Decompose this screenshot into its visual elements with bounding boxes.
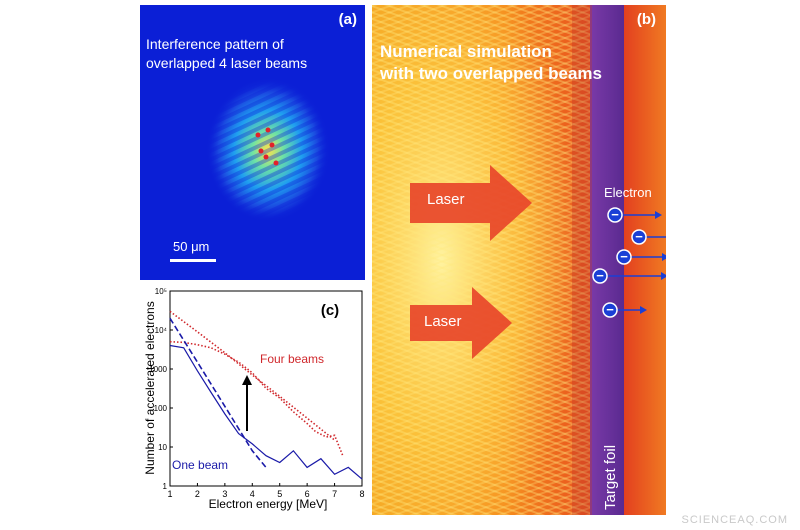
interference-pattern-panel: (a) Interference pattern of overlapped 4…	[140, 5, 365, 280]
y-tick-label: 100	[154, 404, 168, 413]
series-line-3	[169, 344, 363, 480]
y-tick-label: 1	[163, 482, 168, 491]
y-axis-label: Number of accelerated electrons	[143, 301, 157, 474]
simulation-panel: − − − − − (b) Numerical simulation with …	[372, 5, 666, 515]
electron-sign-4: −	[596, 268, 604, 283]
x-tick-label: 7	[332, 489, 337, 499]
x-tick-label: 1	[167, 489, 172, 499]
panel-b-caption: Numerical simulation with two overlapped…	[380, 41, 602, 85]
panel-a-caption-line1: Interference pattern of	[146, 36, 284, 52]
panel-a-caption-line2: overlapped 4 laser beams	[146, 55, 308, 71]
energy-spectrum-panel: 1 2 3 4 5 6 7 8 1 10 100 1000 10⁴ 10⁵ Number of accel…	[140, 283, 368, 516]
laser-arrow-1	[410, 165, 532, 241]
x-tick-label: 3	[222, 489, 227, 499]
y-tick-label: 1000	[149, 365, 167, 374]
x-tick-label: 8	[359, 489, 364, 499]
simulation-image: − − − − −	[372, 5, 666, 515]
target-foil-label: Target foil	[602, 444, 619, 510]
x-tick-label: 6	[305, 489, 310, 499]
one-beam-label: One beam	[172, 458, 228, 472]
panel-b-caption-line1: Numerical simulation	[380, 42, 552, 61]
electron-label: Electron	[604, 185, 652, 200]
energy-spectrum-chart: 1 2 3 4 5 6 7 8 1 10 100 1000 10⁴ 10⁵ Number of accel…	[143, 287, 365, 511]
x-tick-label: 5	[277, 489, 282, 499]
laser-arrow-2	[410, 287, 512, 359]
panel-b-label: (b)	[636, 11, 656, 28]
series-line-1	[169, 340, 344, 456]
laser-label-2: Laser	[424, 313, 462, 330]
plot-frame	[169, 290, 363, 487]
interference-pattern-image	[170, 78, 330, 262]
electron-markers	[592, 207, 666, 318]
panel-a-caption: Interference pattern of overlapped 4 las…	[146, 35, 307, 73]
scale-bar-label: 50 μm	[173, 239, 210, 254]
x-tick-label: 4	[250, 489, 255, 499]
x-axis-label: Electron energy [MeV]	[209, 497, 328, 511]
electron-minus-signs: − − − − −	[596, 207, 643, 317]
series-line-4	[169, 317, 267, 468]
panel-b-caption-line2: with two overlapped beams	[380, 64, 602, 83]
electron-sign-3: −	[620, 249, 628, 264]
enhancement-arrow	[242, 375, 252, 431]
watermark: SCIENCEAQ.COM	[681, 514, 788, 526]
electron-sign-1: −	[611, 207, 619, 222]
electron-sign-5: −	[606, 302, 614, 317]
y-tick-label: 10	[158, 443, 167, 452]
panel-c-label: (c)	[321, 302, 339, 319]
panel-a-label: (a)	[338, 11, 357, 28]
electron-sign-2: −	[635, 229, 643, 244]
x-tick-label: 2	[195, 489, 200, 499]
y-tick-label: 10⁵	[155, 287, 167, 296]
series-line-2	[169, 310, 336, 441]
y-tick-label: 10⁴	[155, 326, 168, 335]
four-beams-label: Four beams	[260, 352, 324, 366]
laser-label-1: Laser	[427, 191, 465, 208]
